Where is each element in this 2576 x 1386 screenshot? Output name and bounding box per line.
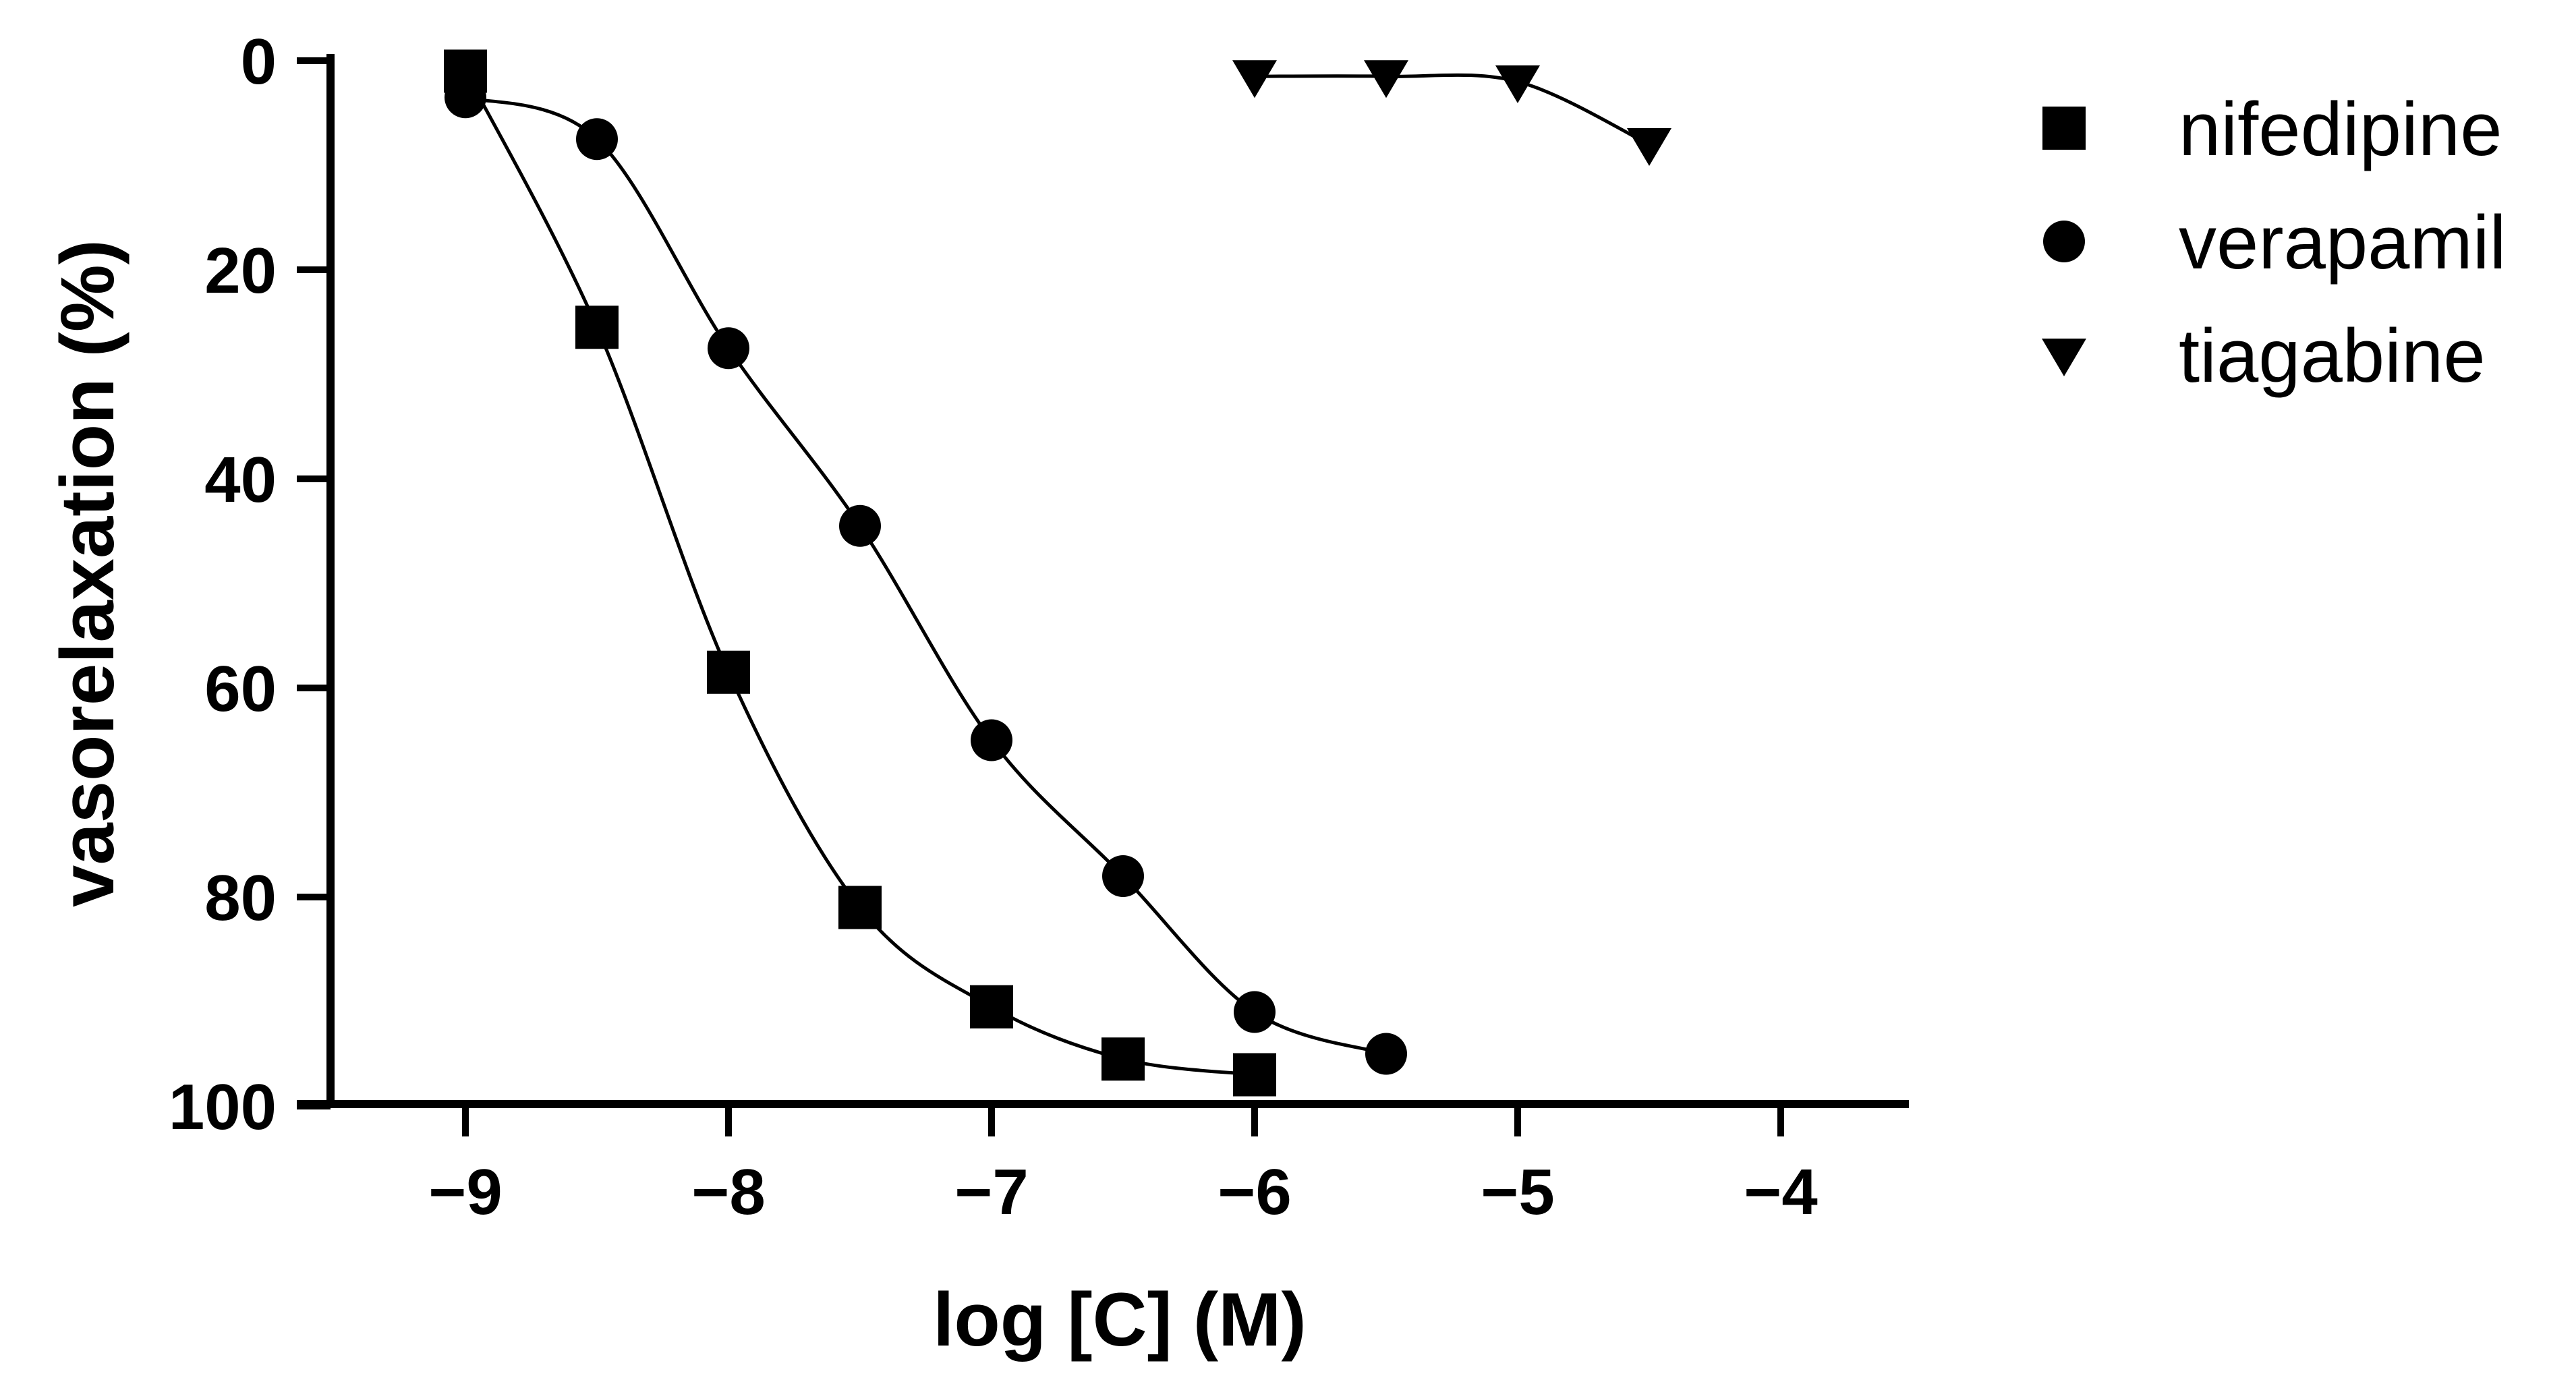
x-axis-title: log [C] (M) [933, 1277, 1307, 1362]
verapamil-point [971, 719, 1012, 761]
x-tick-label: −4 [1744, 1156, 1817, 1228]
y-tick-label: 100 [169, 1071, 277, 1143]
verapamil-point [1102, 855, 1144, 897]
nifedipine-point [707, 650, 750, 694]
nifedipine-point [1101, 1037, 1145, 1081]
x-tick-label: −6 [1218, 1156, 1291, 1228]
y-axis-title: vasorelaxation (%) [45, 239, 130, 907]
tiagabine-point [1627, 128, 1671, 166]
x-tick-label: −9 [428, 1156, 502, 1228]
nifedipine-point [970, 985, 1013, 1029]
fit-curves [463, 70, 1651, 1076]
tiagabine-point [1232, 60, 1277, 98]
x-axis-ticks: −9 −8 −7 −6 −5 −4 [428, 1104, 1818, 1228]
legend-tiagabine-label: tiagabine [2179, 314, 2486, 398]
y-tick-label: 20 [204, 235, 277, 307]
y-tick-label: 0 [241, 26, 277, 98]
verapamil-curve [465, 95, 1387, 1056]
x-tick-label: −5 [1481, 1156, 1554, 1228]
axes [297, 54, 1909, 1108]
legend: nifedipine verapamil tiagabine [2042, 87, 2507, 398]
verapamil-point [445, 76, 486, 119]
legend-nifedipine-label: nifedipine [2179, 87, 2502, 171]
verapamil-point [576, 118, 618, 161]
y-tick-label: 60 [204, 653, 277, 725]
x-tick-label: −7 [954, 1156, 1028, 1228]
data-markers [444, 49, 1671, 1097]
x-tick-label: −8 [691, 1156, 765, 1228]
nifedipine-point [838, 886, 882, 929]
tiagabine-point [1495, 65, 1540, 103]
nifedipine-point [1233, 1053, 1276, 1097]
legend-tiagabine-marker [2042, 339, 2086, 376]
verapamil-point [1365, 1033, 1407, 1075]
y-tick-label: 80 [204, 862, 277, 934]
tiagabine-point [1364, 60, 1408, 98]
legend-nifedipine-marker [2042, 107, 2086, 150]
legend-verapamil-marker [2043, 221, 2085, 262]
verapamil-point [708, 327, 749, 370]
y-axis-ticks: 0 20 40 60 80 100 [169, 26, 331, 1143]
legend-verapamil-label: verapamil [2179, 200, 2507, 285]
nifedipine-point [575, 306, 619, 349]
verapamil-point [839, 504, 881, 547]
y-tick-label: 40 [204, 444, 277, 516]
tiagabine-curve [1254, 73, 1651, 146]
verapamil-point [1234, 991, 1276, 1033]
